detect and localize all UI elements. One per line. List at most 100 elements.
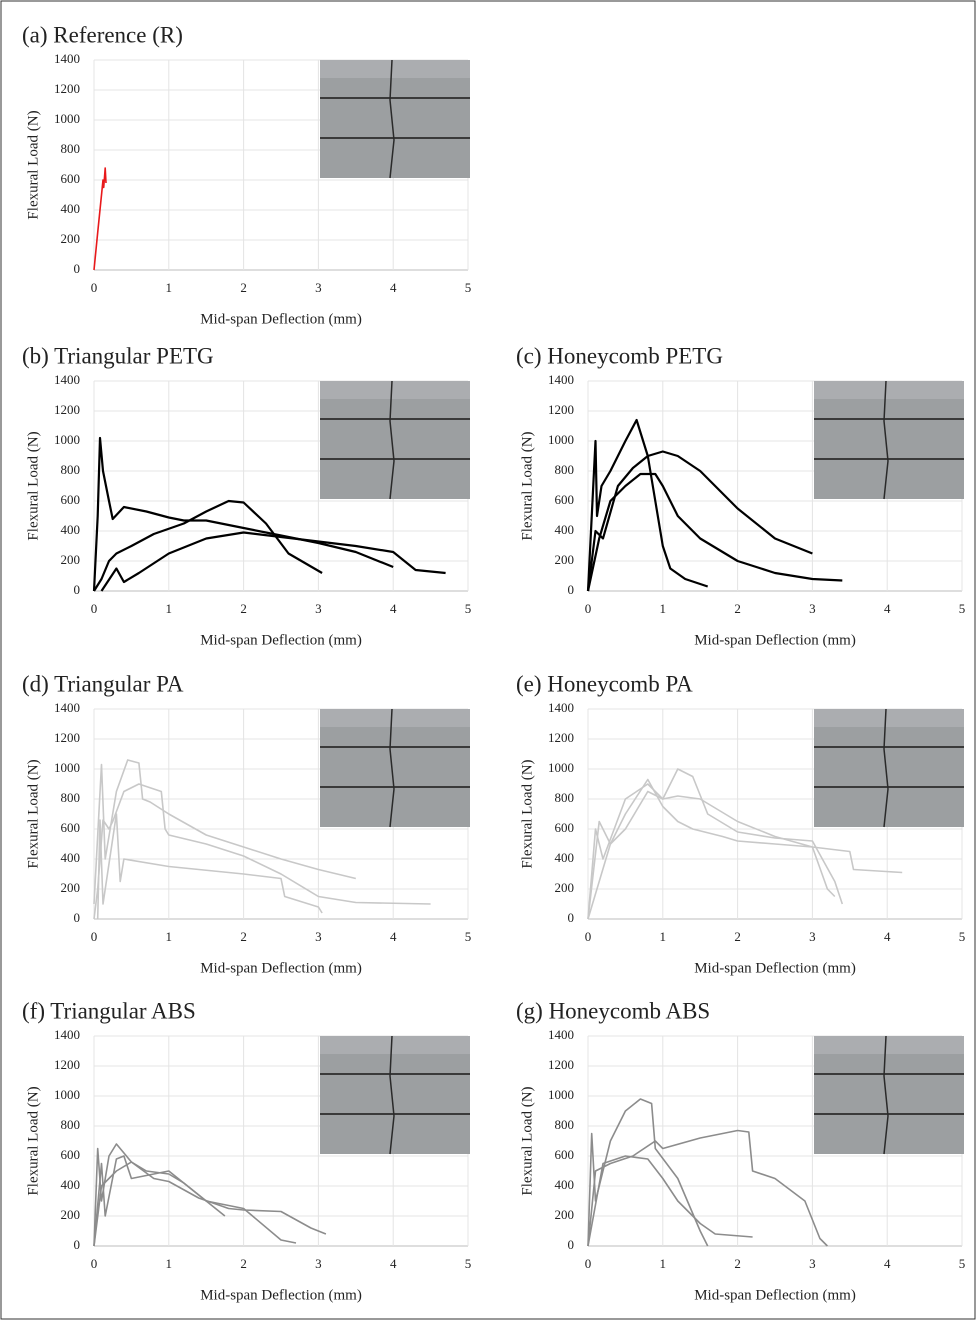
x-tick-label: 3: [809, 601, 816, 616]
y-tick-label: 1400: [548, 372, 574, 387]
data-line: [587, 778, 836, 920]
data-line: [586, 418, 709, 592]
data-line: [587, 768, 844, 920]
y-tick-label: 800: [61, 141, 81, 156]
y-tick-label: 1200: [548, 1057, 574, 1072]
data-line: [587, 1155, 753, 1247]
x-tick-label: 4: [390, 601, 397, 616]
y-tick-label: 600: [61, 1147, 81, 1162]
x-tick-label: 3: [315, 601, 322, 616]
crack: [389, 708, 395, 828]
y-tick-label: 0: [74, 910, 81, 925]
chart-title: (f) Triangular ABS: [22, 998, 196, 1023]
photo-shade: [814, 709, 964, 727]
x-tick-label: 3: [809, 929, 816, 944]
y-tick-label: 1200: [54, 730, 80, 745]
y-tick-label: 1400: [548, 700, 574, 715]
y-tick-label: 0: [74, 261, 81, 276]
x-tick-label: 4: [390, 280, 397, 295]
data-line: [93, 1155, 297, 1247]
data-line: [93, 167, 107, 271]
y-tick-label: 1000: [548, 1087, 574, 1102]
y-tick-label: 800: [555, 1117, 575, 1132]
x-tick-label: 0: [91, 280, 98, 295]
specimen-photo: [320, 59, 470, 179]
crack: [883, 380, 889, 500]
x-axis-label: Mid-span Deflection (mm): [200, 632, 362, 648]
y-tick-label: 1400: [54, 1027, 80, 1042]
y-tick-label: 1200: [54, 1057, 80, 1072]
photo-shade: [320, 709, 470, 727]
data-line: [587, 790, 903, 920]
chart-title: (a) Reference (R): [22, 22, 183, 47]
x-tick-label: 2: [240, 601, 247, 616]
x-axis-label: Mid-span Deflection (mm): [200, 1287, 362, 1303]
x-tick-label: 1: [166, 1256, 173, 1271]
y-tick-label: 600: [61, 820, 81, 835]
y-tick-label: 0: [568, 1237, 575, 1252]
data-line: [93, 499, 323, 592]
specimen-photo: [814, 708, 964, 828]
x-tick-label: 5: [465, 929, 472, 944]
x-axis-label: Mid-span Deflection (mm): [200, 311, 362, 327]
x-tick-label: 2: [734, 1256, 741, 1271]
data-line: [587, 1129, 828, 1247]
x-tick-label: 0: [585, 601, 592, 616]
y-axis-label: Flexural Load (N): [25, 110, 41, 219]
data-line: [93, 1161, 327, 1247]
chart-title: (c) Honeycomb PETG: [516, 343, 723, 368]
y-tick-label: 1000: [54, 432, 80, 447]
y-tick-label: 800: [61, 1117, 81, 1132]
y-tick-label: 600: [555, 820, 575, 835]
photo-bg: [814, 1036, 964, 1154]
y-tick-label: 0: [568, 910, 575, 925]
y-axis-label: Flexural Load (N): [25, 759, 41, 868]
y-tick-label: 1000: [548, 432, 574, 447]
y-tick-label: 200: [555, 552, 575, 567]
x-tick-label: 0: [91, 1256, 98, 1271]
y-tick-label: 200: [61, 231, 81, 246]
x-tick-label: 2: [240, 280, 247, 295]
photo-shade: [320, 1036, 470, 1054]
y-tick-label: 400: [61, 201, 81, 216]
y-tick-label: 200: [61, 1207, 81, 1222]
x-tick-label: 5: [465, 1256, 472, 1271]
specimen-photo: [320, 380, 470, 500]
x-tick-label: 2: [734, 601, 741, 616]
specimen-photo: [320, 708, 470, 828]
x-tick-label: 3: [315, 1256, 322, 1271]
y-tick-label: 200: [555, 1207, 575, 1222]
y-tick-label: 200: [61, 552, 81, 567]
x-axis-label: Mid-span Deflection (mm): [694, 1287, 856, 1303]
chart-title: (d) Triangular PA: [22, 671, 184, 696]
y-tick-label: 1400: [54, 372, 80, 387]
y-tick-label: 400: [61, 850, 81, 865]
chart-title: (g) Honeycomb ABS: [516, 998, 710, 1023]
photo-bg: [320, 60, 470, 178]
x-tick-label: 3: [315, 280, 322, 295]
x-tick-label: 4: [884, 929, 891, 944]
y-axis-label: Flexural Load (N): [25, 431, 41, 540]
x-tick-label: 0: [91, 601, 98, 616]
y-tick-label: 600: [61, 171, 81, 186]
x-tick-label: 5: [465, 280, 472, 295]
y-tick-label: 800: [555, 790, 575, 805]
data-line: [93, 759, 356, 905]
crack: [389, 380, 395, 500]
y-tick-label: 1000: [54, 1087, 80, 1102]
specimen-photo: [320, 1035, 470, 1155]
x-tick-label: 1: [660, 929, 667, 944]
y-tick-label: 800: [61, 462, 81, 477]
y-tick-label: 400: [555, 1177, 575, 1192]
y-tick-label: 1200: [54, 81, 80, 96]
y-tick-label: 0: [568, 582, 575, 597]
photo-shade: [320, 60, 470, 78]
photo-bg: [320, 381, 470, 499]
x-axis-label: Mid-span Deflection (mm): [694, 960, 856, 976]
x-tick-label: 0: [91, 929, 98, 944]
y-tick-label: 400: [555, 522, 575, 537]
data-line: [96, 813, 323, 920]
x-tick-label: 1: [166, 280, 173, 295]
y-tick-label: 0: [74, 582, 81, 597]
x-tick-label: 0: [585, 1256, 592, 1271]
